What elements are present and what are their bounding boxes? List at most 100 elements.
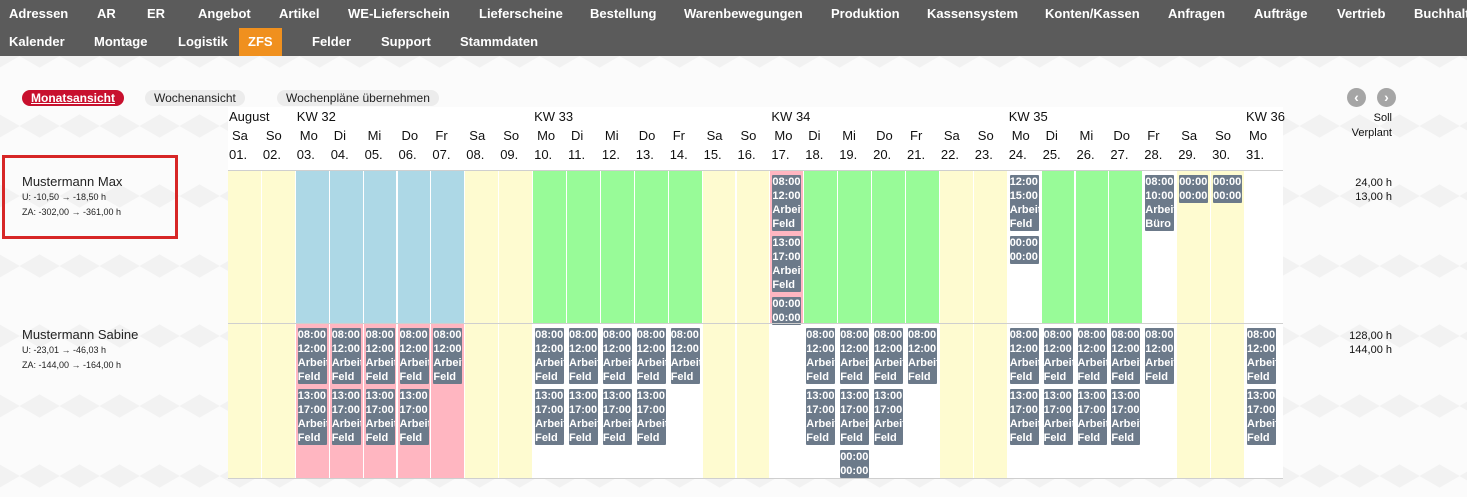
day-cell[interactable] — [804, 324, 839, 478]
day-cell[interactable] — [465, 171, 500, 323]
day-cell[interactable] — [397, 171, 432, 323]
schedule-entry[interactable]: 00:00 00:00 — [1179, 175, 1209, 203]
schedule-entry[interactable]: 13:00 17:00 Arbeit Feld — [772, 236, 802, 292]
nav-item-aufträge[interactable]: Aufträge — [1254, 6, 1308, 21]
nav-item-montage[interactable]: Montage — [94, 34, 148, 49]
day-cell[interactable] — [1008, 324, 1042, 478]
day-cell[interactable] — [838, 324, 873, 478]
day-cell[interactable] — [872, 171, 906, 323]
day-cell[interactable] — [533, 171, 567, 323]
nav-item-konten-kassen[interactable]: Konten/Kassen — [1045, 6, 1140, 21]
nav-item-logistik[interactable]: Logistik — [178, 34, 228, 49]
chevron-left-icon[interactable]: ‹ — [1347, 88, 1366, 107]
schedule-entry[interactable]: 13:00 17:00 Arbeit Feld — [874, 389, 904, 445]
day-cell[interactable] — [329, 171, 364, 323]
schedule-entry[interactable]: 00:00 00:00 — [772, 297, 802, 325]
day-cell[interactable] — [635, 324, 669, 478]
day-cell[interactable] — [736, 324, 771, 478]
day-cell[interactable] — [939, 171, 974, 323]
nav-item-felder[interactable]: Felder — [312, 34, 352, 49]
nav-item-artikel[interactable]: Artikel — [279, 6, 320, 21]
day-cell[interactable] — [228, 171, 262, 323]
day-cell[interactable] — [499, 171, 534, 323]
day-cell[interactable] — [770, 324, 805, 478]
nav-item-angebot[interactable]: Angebot — [198, 6, 251, 21]
schedule-entry[interactable]: 08:00 12:00 Arbeit Feld — [569, 328, 598, 384]
day-cell[interactable] — [669, 324, 703, 478]
nav-item-kassensystem[interactable]: Kassensystem — [927, 6, 1019, 21]
day-cell[interactable] — [1109, 171, 1144, 323]
week-view-button[interactable]: Wochenansicht — [145, 90, 245, 106]
schedule-entry[interactable]: 13:00 17:00 Arbeit Feld — [602, 389, 632, 445]
nav-item-anfragen[interactable]: Anfragen — [1168, 6, 1226, 21]
schedule-entry[interactable]: 08:00 12:00 Arbeit Feld — [806, 328, 836, 384]
schedule-entry[interactable]: 12:00 15:00 Arbeit Feld — [1009, 175, 1039, 231]
day-cell[interactable] — [973, 324, 1008, 478]
day-cell[interactable] — [906, 171, 940, 323]
schedule-entry[interactable]: 13:00 17:00 Arbeit Feld — [331, 389, 361, 445]
schedule-entry[interactable]: 08:00 12:00 Arbeit Feld — [297, 328, 327, 384]
day-cell[interactable] — [1041, 171, 1076, 323]
day-cell[interactable] — [295, 171, 330, 323]
day-cell[interactable] — [261, 324, 296, 478]
nav-item-zfs[interactable]: ZFS — [239, 28, 282, 56]
day-cell[interactable] — [601, 324, 635, 478]
schedule-entry[interactable]: 08:00 12:00 Arbeit Feld — [399, 328, 429, 384]
day-cell[interactable] — [363, 171, 398, 323]
schedule-entry[interactable]: 13:00 17:00 Arbeit Feld — [535, 389, 565, 445]
day-cell[interactable] — [838, 171, 873, 323]
schedule-entry[interactable]: 08:00 12:00 Arbeit Feld — [331, 328, 361, 384]
nav-item-buchhalt[interactable]: Buchhalt — [1414, 6, 1467, 21]
schedule-entry[interactable]: 08:00 12:00 Arbeit Feld — [1077, 328, 1107, 384]
day-cell[interactable] — [668, 171, 703, 323]
schedule-entry[interactable]: 08:00 12:00 Arbeit Feld — [365, 328, 395, 384]
schedule-entry[interactable]: 13:00 17:00 Arbeit Feld — [399, 389, 429, 445]
day-cell[interactable] — [906, 324, 940, 478]
day-cell[interactable] — [1177, 324, 1212, 478]
day-cell[interactable] — [1008, 171, 1042, 323]
day-cell[interactable] — [431, 171, 466, 323]
schedule-entry[interactable]: 00:00 00:00 — [840, 450, 870, 478]
chevron-right-icon[interactable]: › — [1377, 88, 1396, 107]
day-cell[interactable] — [465, 324, 500, 478]
day-cell[interactable] — [600, 171, 635, 323]
employee-name[interactable]: Mustermann Max — [22, 174, 123, 189]
schedule-entry[interactable]: 13:00 17:00 Arbeit Feld — [806, 389, 836, 445]
day-cell[interactable] — [1245, 324, 1279, 478]
nav-item-er[interactable]: ER — [147, 6, 166, 21]
nav-item-adressen[interactable]: Adressen — [9, 6, 69, 21]
day-cell[interactable] — [1075, 171, 1110, 323]
day-cell[interactable] — [702, 324, 737, 478]
schedule-entry[interactable]: 08:00 12:00 Arbeit Feld — [1043, 328, 1073, 384]
schedule-entry[interactable]: 00:00 00:00 — [1009, 236, 1039, 264]
schedule-entry[interactable]: 08:00 12:00 Arbeit Feld — [874, 328, 904, 384]
schedule-entry[interactable]: 08:00 12:00 Arbeit Feld — [602, 328, 632, 384]
adopt-weekplans-button[interactable]: Wochenpläne übernehmen — [277, 90, 439, 106]
nav-item-kalender[interactable]: Kalender — [9, 34, 65, 49]
schedule-entry[interactable]: 13:00 17:00 Arbeit Feld — [1077, 389, 1107, 445]
schedule-entry[interactable]: 13:00 17:00 Arbeit Feld — [1247, 389, 1276, 445]
schedule-entry[interactable]: 08:00 12:00 Arbeit Feld — [1145, 328, 1175, 384]
schedule-entry[interactable]: 08:00 12:00 Arbeit Feld — [908, 328, 937, 384]
day-cell[interactable] — [533, 324, 567, 478]
day-cell[interactable] — [634, 171, 669, 323]
day-cell[interactable] — [1076, 324, 1110, 478]
nav-item-support[interactable]: Support — [381, 34, 431, 49]
day-cell[interactable] — [702, 171, 737, 323]
schedule-entry[interactable]: 13:00 17:00 Arbeit Feld — [365, 389, 395, 445]
schedule-entry[interactable]: 13:00 17:00 Arbeit Feld — [1043, 389, 1073, 445]
schedule-entry[interactable]: 08:00 12:00 Arbeit Feld — [1009, 328, 1039, 384]
day-cell[interactable] — [567, 171, 601, 323]
schedule-entry[interactable]: 08:00 12:00 Arbeit Feld — [840, 328, 870, 384]
day-cell[interactable] — [499, 324, 534, 478]
schedule-entry[interactable]: 00:00 00:00 — [1213, 175, 1243, 203]
nav-item-bestellung[interactable]: Bestellung — [590, 6, 657, 21]
nav-item-we-lieferschein[interactable]: WE-Lieferschein — [348, 6, 450, 21]
day-cell[interactable] — [973, 171, 1008, 323]
schedule-entry[interactable]: 08:00 12:00 Arbeit Feld — [772, 175, 802, 231]
schedule-entry[interactable]: 13:00 17:00 Arbeit Feld — [840, 389, 870, 445]
schedule-entry[interactable]: 08:00 12:00 Arbeit Feld — [670, 328, 700, 384]
month-view-button[interactable]: Monatsansicht — [22, 90, 125, 106]
schedule-entry[interactable]: 08:00 12:00 Arbeit Feld — [1111, 328, 1141, 384]
schedule-entry[interactable]: 13:00 17:00 Arbeit Feld — [1111, 389, 1141, 445]
